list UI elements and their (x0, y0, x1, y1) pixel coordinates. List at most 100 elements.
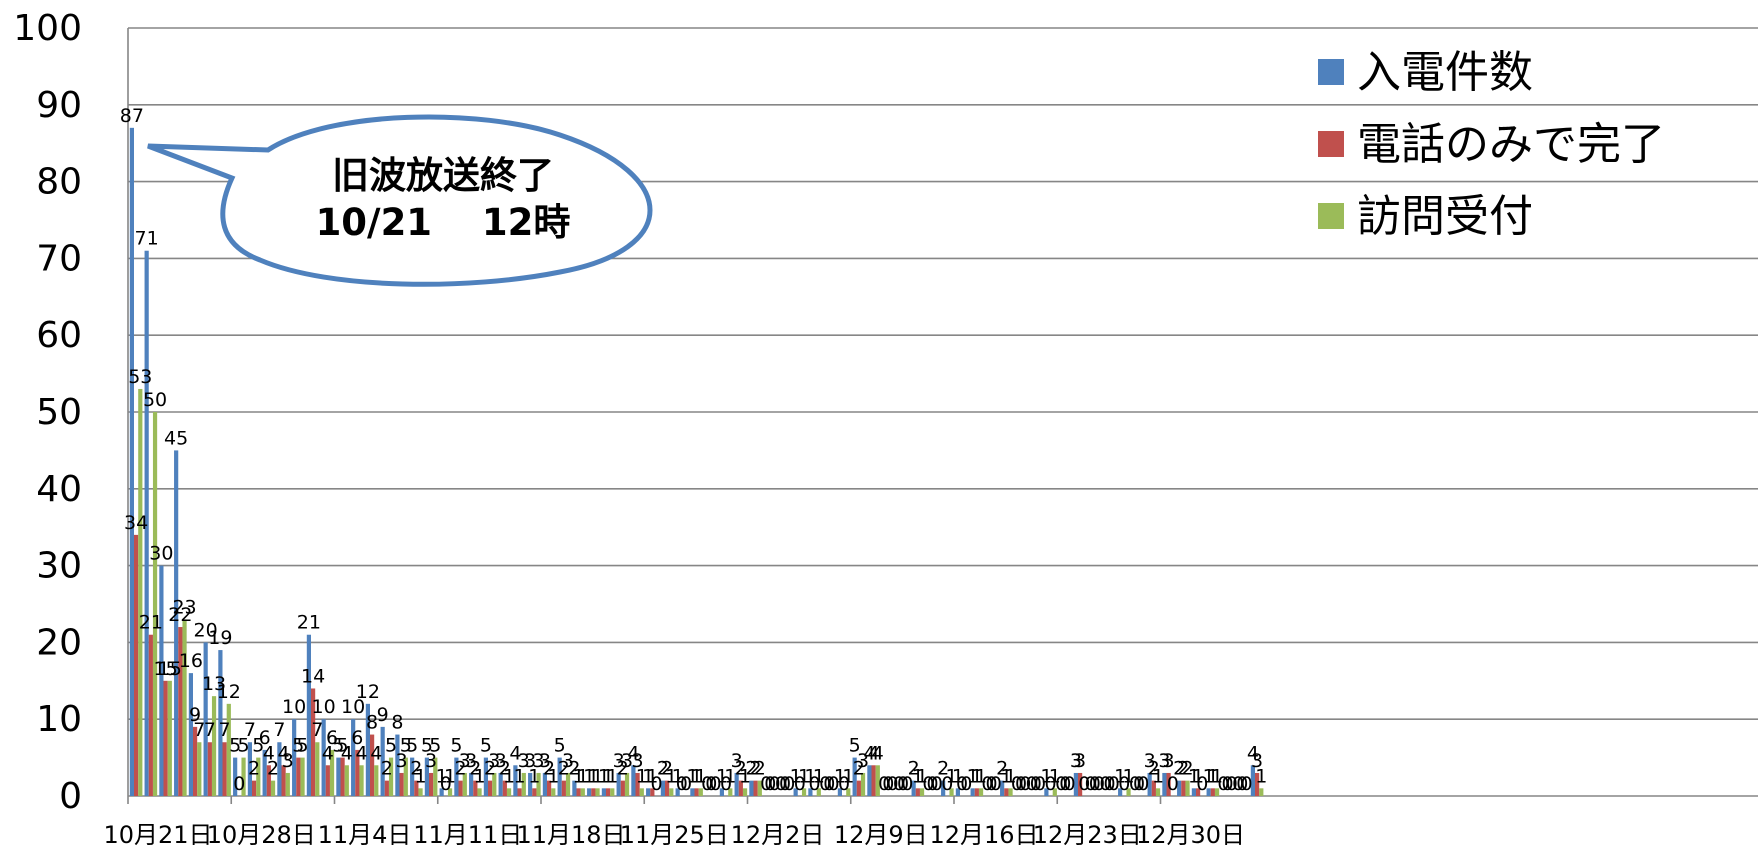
data-label: 1 (444, 765, 456, 787)
bar (447, 788, 453, 796)
bar (610, 788, 615, 796)
bar (418, 788, 423, 796)
data-label: 6 (351, 727, 363, 749)
bar (365, 703, 370, 796)
data-label: 0 (927, 773, 939, 795)
data-label: 1 (1040, 765, 1052, 787)
bar (473, 780, 478, 796)
bar (860, 772, 866, 796)
bar (439, 788, 444, 796)
data-label: 1 (691, 765, 703, 787)
data-label: 15 (158, 658, 182, 680)
data-label: 2 (1173, 758, 1185, 780)
data-label: 1 (577, 765, 589, 787)
data-label: 2 (908, 758, 920, 780)
data-label: 0 (941, 773, 953, 795)
bar (639, 788, 644, 796)
bar (624, 772, 630, 796)
data-label: 3 (1251, 750, 1263, 772)
bar (542, 772, 547, 796)
data-label: 0 (769, 773, 781, 795)
data-label: 1 (1192, 765, 1204, 787)
data-label: 0 (823, 773, 835, 795)
bar (292, 719, 297, 796)
data-label: 1 (804, 765, 816, 787)
data-label: 2 (661, 758, 673, 780)
data-label: 7 (219, 719, 231, 741)
bar (492, 772, 497, 796)
data-label: 0 (233, 773, 245, 795)
data-label: 1 (606, 765, 618, 787)
data-label: 1 (724, 765, 736, 787)
bar (1191, 788, 1196, 796)
data-label: 1 (912, 765, 924, 787)
bar (414, 780, 419, 796)
data-label: 5 (849, 735, 861, 757)
data-label: 5 (450, 735, 462, 757)
data-label: 0 (1055, 773, 1067, 795)
data-label: 2 (617, 758, 629, 780)
bar (454, 757, 459, 796)
data-label: 3 (632, 750, 644, 772)
data-label: 23 (172, 596, 196, 618)
bar (871, 765, 876, 796)
bar (410, 757, 415, 796)
data-label: 2 (657, 758, 669, 780)
data-label: 0 (838, 773, 850, 795)
bar (591, 788, 596, 796)
bar (532, 788, 537, 796)
bar (517, 788, 522, 796)
data-label: 3 (1163, 750, 1175, 772)
bar (256, 757, 261, 796)
data-label: 0 (794, 773, 806, 795)
data-label: 0 (981, 773, 993, 795)
data-label: 9 (189, 704, 201, 726)
bar (949, 788, 954, 796)
data-label: 16 (179, 650, 203, 672)
y-tick-label: 100 (13, 8, 82, 49)
data-label: 3 (731, 750, 743, 772)
bar (1078, 772, 1083, 796)
data-label: 2 (568, 758, 580, 780)
bar (669, 788, 674, 796)
y-tick-label: 60 (36, 315, 82, 356)
data-label: 0 (680, 773, 692, 795)
legend-swatch (1318, 59, 1344, 85)
bar (690, 788, 695, 796)
bar (300, 757, 305, 796)
bar (399, 772, 404, 796)
y-tick-label: 80 (36, 162, 82, 203)
data-label: 0 (897, 773, 909, 795)
data-label: 13 (202, 673, 226, 695)
y-tick-label: 20 (36, 622, 82, 663)
data-label: 0 (922, 773, 934, 795)
bar (315, 742, 320, 796)
legend-swatch (1318, 203, 1344, 229)
data-label: 1 (514, 765, 526, 787)
data-label: 1 (946, 765, 958, 787)
data-label: 0 (956, 773, 968, 795)
bar (837, 788, 842, 796)
data-label: 2 (455, 758, 467, 780)
data-label: 7 (311, 719, 323, 741)
bar (469, 772, 474, 796)
bar (483, 757, 488, 796)
bar (1073, 772, 1078, 796)
data-label: 1 (1211, 765, 1223, 787)
data-label: 1 (602, 765, 614, 787)
bar (620, 780, 625, 796)
data-label: 5 (332, 735, 344, 757)
bar (587, 788, 592, 796)
data-label: 1 (790, 765, 802, 787)
bar (311, 688, 316, 796)
bar (203, 642, 208, 796)
bar (262, 749, 267, 796)
data-label: 4 (863, 742, 875, 764)
data-label: 0 (986, 773, 998, 795)
bar (506, 788, 512, 796)
data-label: 3 (495, 750, 507, 772)
data-label: 5 (297, 735, 309, 757)
data-label: 3 (524, 750, 536, 772)
data-label: 0 (828, 773, 840, 795)
